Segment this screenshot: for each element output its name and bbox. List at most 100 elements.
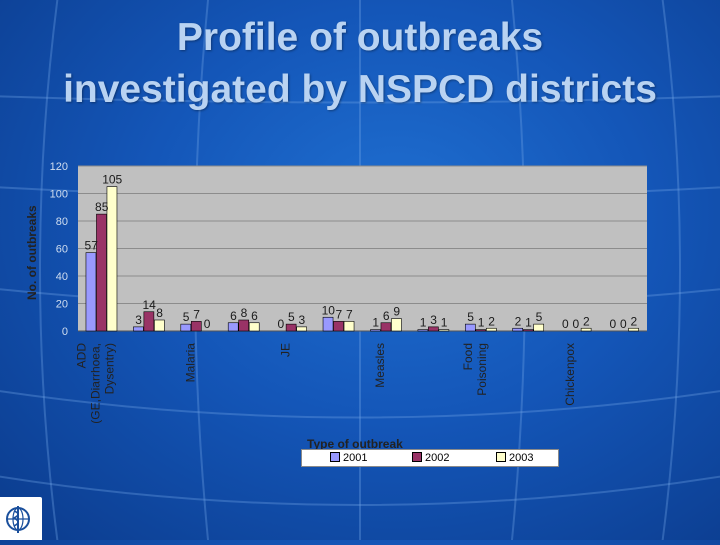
data-label: 7 bbox=[346, 307, 353, 321]
data-label: 1 bbox=[525, 316, 532, 330]
data-label: 0 bbox=[278, 317, 285, 331]
slide-title: Profile of outbreaks investigated by NSP… bbox=[63, 16, 657, 111]
legend-swatch bbox=[496, 452, 506, 462]
category-label-line: (GE,Diarrhoea, bbox=[89, 343, 103, 424]
y-axis-title: No. of outbreaks bbox=[25, 205, 39, 300]
data-label: 0 bbox=[573, 317, 580, 331]
data-label: 9 bbox=[393, 305, 400, 319]
legend-entry-2002: 2002 bbox=[412, 452, 449, 464]
data-label: 2 bbox=[515, 314, 522, 328]
bar-2001 bbox=[180, 323, 192, 332]
bar-2003 bbox=[485, 327, 497, 332]
data-label: 1 bbox=[478, 316, 485, 330]
bar-2002 bbox=[96, 213, 107, 332]
bar-2002 bbox=[428, 326, 439, 332]
category-label-line: JE bbox=[278, 343, 292, 357]
bar-2001 bbox=[370, 329, 381, 332]
legend-label: 2003 bbox=[509, 452, 534, 464]
category-label: JE bbox=[278, 343, 292, 357]
bar-2002 bbox=[333, 321, 344, 332]
data-label: 3 bbox=[135, 313, 142, 327]
bar-2002 bbox=[190, 321, 202, 332]
bar-2003 bbox=[628, 327, 639, 332]
data-label: 57 bbox=[85, 239, 99, 253]
bar-2001 bbox=[133, 326, 144, 332]
legend-entry-2003: 2003 bbox=[496, 452, 533, 464]
data-label: 8 bbox=[156, 306, 163, 320]
bar-2001 bbox=[464, 323, 476, 332]
data-label: 2 bbox=[583, 314, 590, 328]
data-label: 7 bbox=[335, 307, 342, 321]
legend: 2001 2002 2003 bbox=[301, 449, 559, 467]
category-label: ADD(GE,Diarrhoea,Dysentry) bbox=[75, 343, 117, 424]
bar-2001 bbox=[322, 316, 334, 332]
category-label-line: Poisoning bbox=[475, 343, 489, 396]
data-label: 0 bbox=[204, 317, 211, 331]
bar-2003 bbox=[296, 326, 307, 332]
bar-2003 bbox=[438, 329, 450, 332]
bar-2002 bbox=[380, 322, 392, 332]
data-label: 5 bbox=[536, 310, 543, 324]
data-label: 5 bbox=[467, 310, 474, 324]
data-label: 10 bbox=[322, 303, 336, 317]
data-label: 0 bbox=[562, 317, 569, 331]
bar-2003 bbox=[106, 186, 118, 332]
bar-2003 bbox=[248, 322, 260, 332]
legend-entry-2001: 2001 bbox=[330, 452, 367, 464]
x-axis-title: Type of outbreak bbox=[307, 437, 403, 451]
category-label-line: Malaria bbox=[184, 343, 198, 383]
bar-2002 bbox=[522, 329, 534, 332]
data-label: 3 bbox=[430, 313, 437, 327]
who-logo bbox=[0, 497, 42, 540]
bar-2003 bbox=[343, 321, 355, 332]
bar-2002 bbox=[475, 329, 487, 332]
data-label: 6 bbox=[383, 309, 390, 323]
bar-2001 bbox=[85, 252, 97, 332]
bar-2002 bbox=[143, 311, 155, 332]
legend-label: 2002 bbox=[425, 452, 450, 464]
data-label: 2 bbox=[630, 314, 637, 328]
data-label: 6 bbox=[251, 309, 258, 323]
bar-2003 bbox=[580, 327, 592, 332]
data-label: 1 bbox=[420, 316, 427, 330]
y-tick-label: 0 bbox=[62, 326, 68, 338]
y-tick-label: 100 bbox=[50, 189, 68, 201]
data-label: 6 bbox=[230, 309, 237, 323]
legend-label: 2001 bbox=[343, 452, 368, 464]
bar-2003 bbox=[154, 319, 165, 332]
y-tick-label: 60 bbox=[56, 244, 68, 256]
category-label-line: Measles bbox=[373, 343, 387, 388]
bar-2003 bbox=[533, 323, 545, 332]
legend-swatch bbox=[330, 452, 340, 462]
category-label-line: ADD bbox=[75, 343, 89, 369]
data-label: 5 bbox=[183, 310, 190, 324]
bar-2003 bbox=[391, 318, 402, 332]
data-label: 7 bbox=[193, 307, 200, 321]
data-label: 14 bbox=[142, 298, 156, 312]
data-label: 2 bbox=[488, 314, 495, 328]
category-label: Measles bbox=[373, 343, 387, 388]
category-label-line: Chickenpox bbox=[563, 343, 577, 406]
y-tick-label: 20 bbox=[56, 299, 68, 311]
data-label: 8 bbox=[241, 306, 248, 320]
y-tick-label: 80 bbox=[56, 216, 68, 228]
data-label: 105 bbox=[102, 173, 122, 187]
category-label-line: Food bbox=[461, 343, 475, 370]
data-label: 5 bbox=[288, 310, 295, 324]
bar-2001 bbox=[227, 322, 239, 332]
bar-2001 bbox=[417, 329, 429, 332]
category-label: Malaria bbox=[184, 343, 198, 383]
category-label-line: Dysentry) bbox=[103, 343, 117, 394]
y-tick-label: 40 bbox=[56, 271, 68, 283]
bar-2002 bbox=[238, 319, 250, 332]
data-label: 1 bbox=[372, 316, 379, 330]
legend-swatch bbox=[412, 452, 422, 462]
data-label: 85 bbox=[95, 200, 109, 214]
data-label: 3 bbox=[299, 313, 306, 327]
data-label: 0 bbox=[620, 317, 627, 331]
category-label: FoodPoisoning bbox=[461, 343, 489, 396]
bar-2001 bbox=[512, 327, 524, 332]
data-label: 1 bbox=[441, 316, 448, 330]
data-label: 0 bbox=[609, 317, 616, 331]
